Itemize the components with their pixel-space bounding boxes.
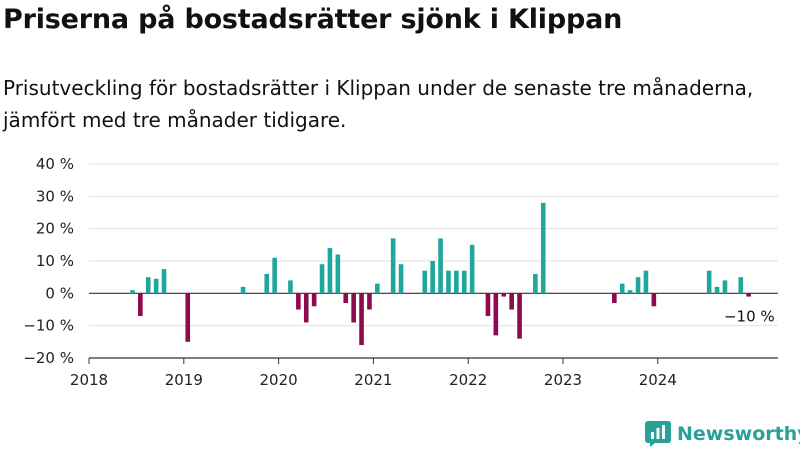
brand-name: Newsworthy [677,423,800,445]
labels: −20 % −10 % 0 % 10 % 20 % 30 % 40 % 2018 2019 202… [23,155,774,389]
bar [303,293,309,323]
bar [746,293,751,297]
bar [288,280,293,294]
bars [130,202,751,346]
bar [651,293,657,307]
bar-chart: −20 % −10 % 0 % 10 % 20 % 30 % 40 % 2018 2019 202… [23,155,778,389]
bar [612,293,617,304]
bar [493,293,499,336]
bar [311,293,317,307]
bar [509,293,514,310]
bar [145,277,151,294]
x-tick-label: 2020 [260,371,298,389]
bar [533,273,538,294]
bar [264,273,270,294]
bar [627,290,633,294]
bar [351,293,356,323]
y-tick-label: 0 % [45,284,74,302]
bar [461,270,467,294]
axes [88,357,778,364]
bar [738,277,744,294]
bar [422,270,428,294]
bar [130,290,135,294]
x-tick-label: 2023 [544,371,582,389]
y-tick-label: 40 % [36,155,74,173]
bar [138,293,143,316]
bar [296,293,301,310]
chart-subtitle: Prisutveckling för bostadsrätter i Klipp… [3,76,754,132]
x-tick-label: 2018 [70,371,108,389]
bar [469,244,475,294]
bar [359,293,364,346]
bar [398,264,404,294]
bar [153,278,159,294]
bar [619,283,625,294]
bar [335,254,341,294]
x-tick-label: 2021 [354,371,392,389]
y-tick-label: 10 % [36,252,74,270]
bar [706,270,712,294]
y-tick-label: −10 % [23,317,74,335]
y-tick-label: −20 % [23,349,74,367]
bar [272,257,277,294]
bar [501,293,507,297]
bar [343,293,349,304]
bar [722,280,728,294]
bar [327,248,333,294]
brand-logo: Newsworthy [645,420,800,448]
bar [438,238,443,294]
x-tick-label: 2019 [165,371,203,389]
bar [161,269,167,294]
y-tick-label: 20 % [36,220,74,238]
bar [454,270,459,294]
newsworthy-logo-icon [645,421,671,447]
bar [485,293,491,316]
bar [375,283,380,294]
bar [390,238,396,294]
bar [540,202,546,294]
bar [517,293,522,339]
bar [185,293,191,342]
bar [446,270,451,294]
y-tick-label: 30 % [36,187,74,205]
bar [319,264,325,294]
bar [714,286,720,294]
chart-title: Priserna på bostadsrätter sjönk i Klippa… [3,4,623,35]
bar [367,293,372,310]
x-tick-label: 2024 [639,371,677,389]
bar [643,270,649,294]
bar [430,261,435,294]
bar [240,286,246,294]
bar [635,277,641,294]
x-tick-label: 2022 [449,371,487,389]
bar-value-label: −10 % [724,308,775,326]
